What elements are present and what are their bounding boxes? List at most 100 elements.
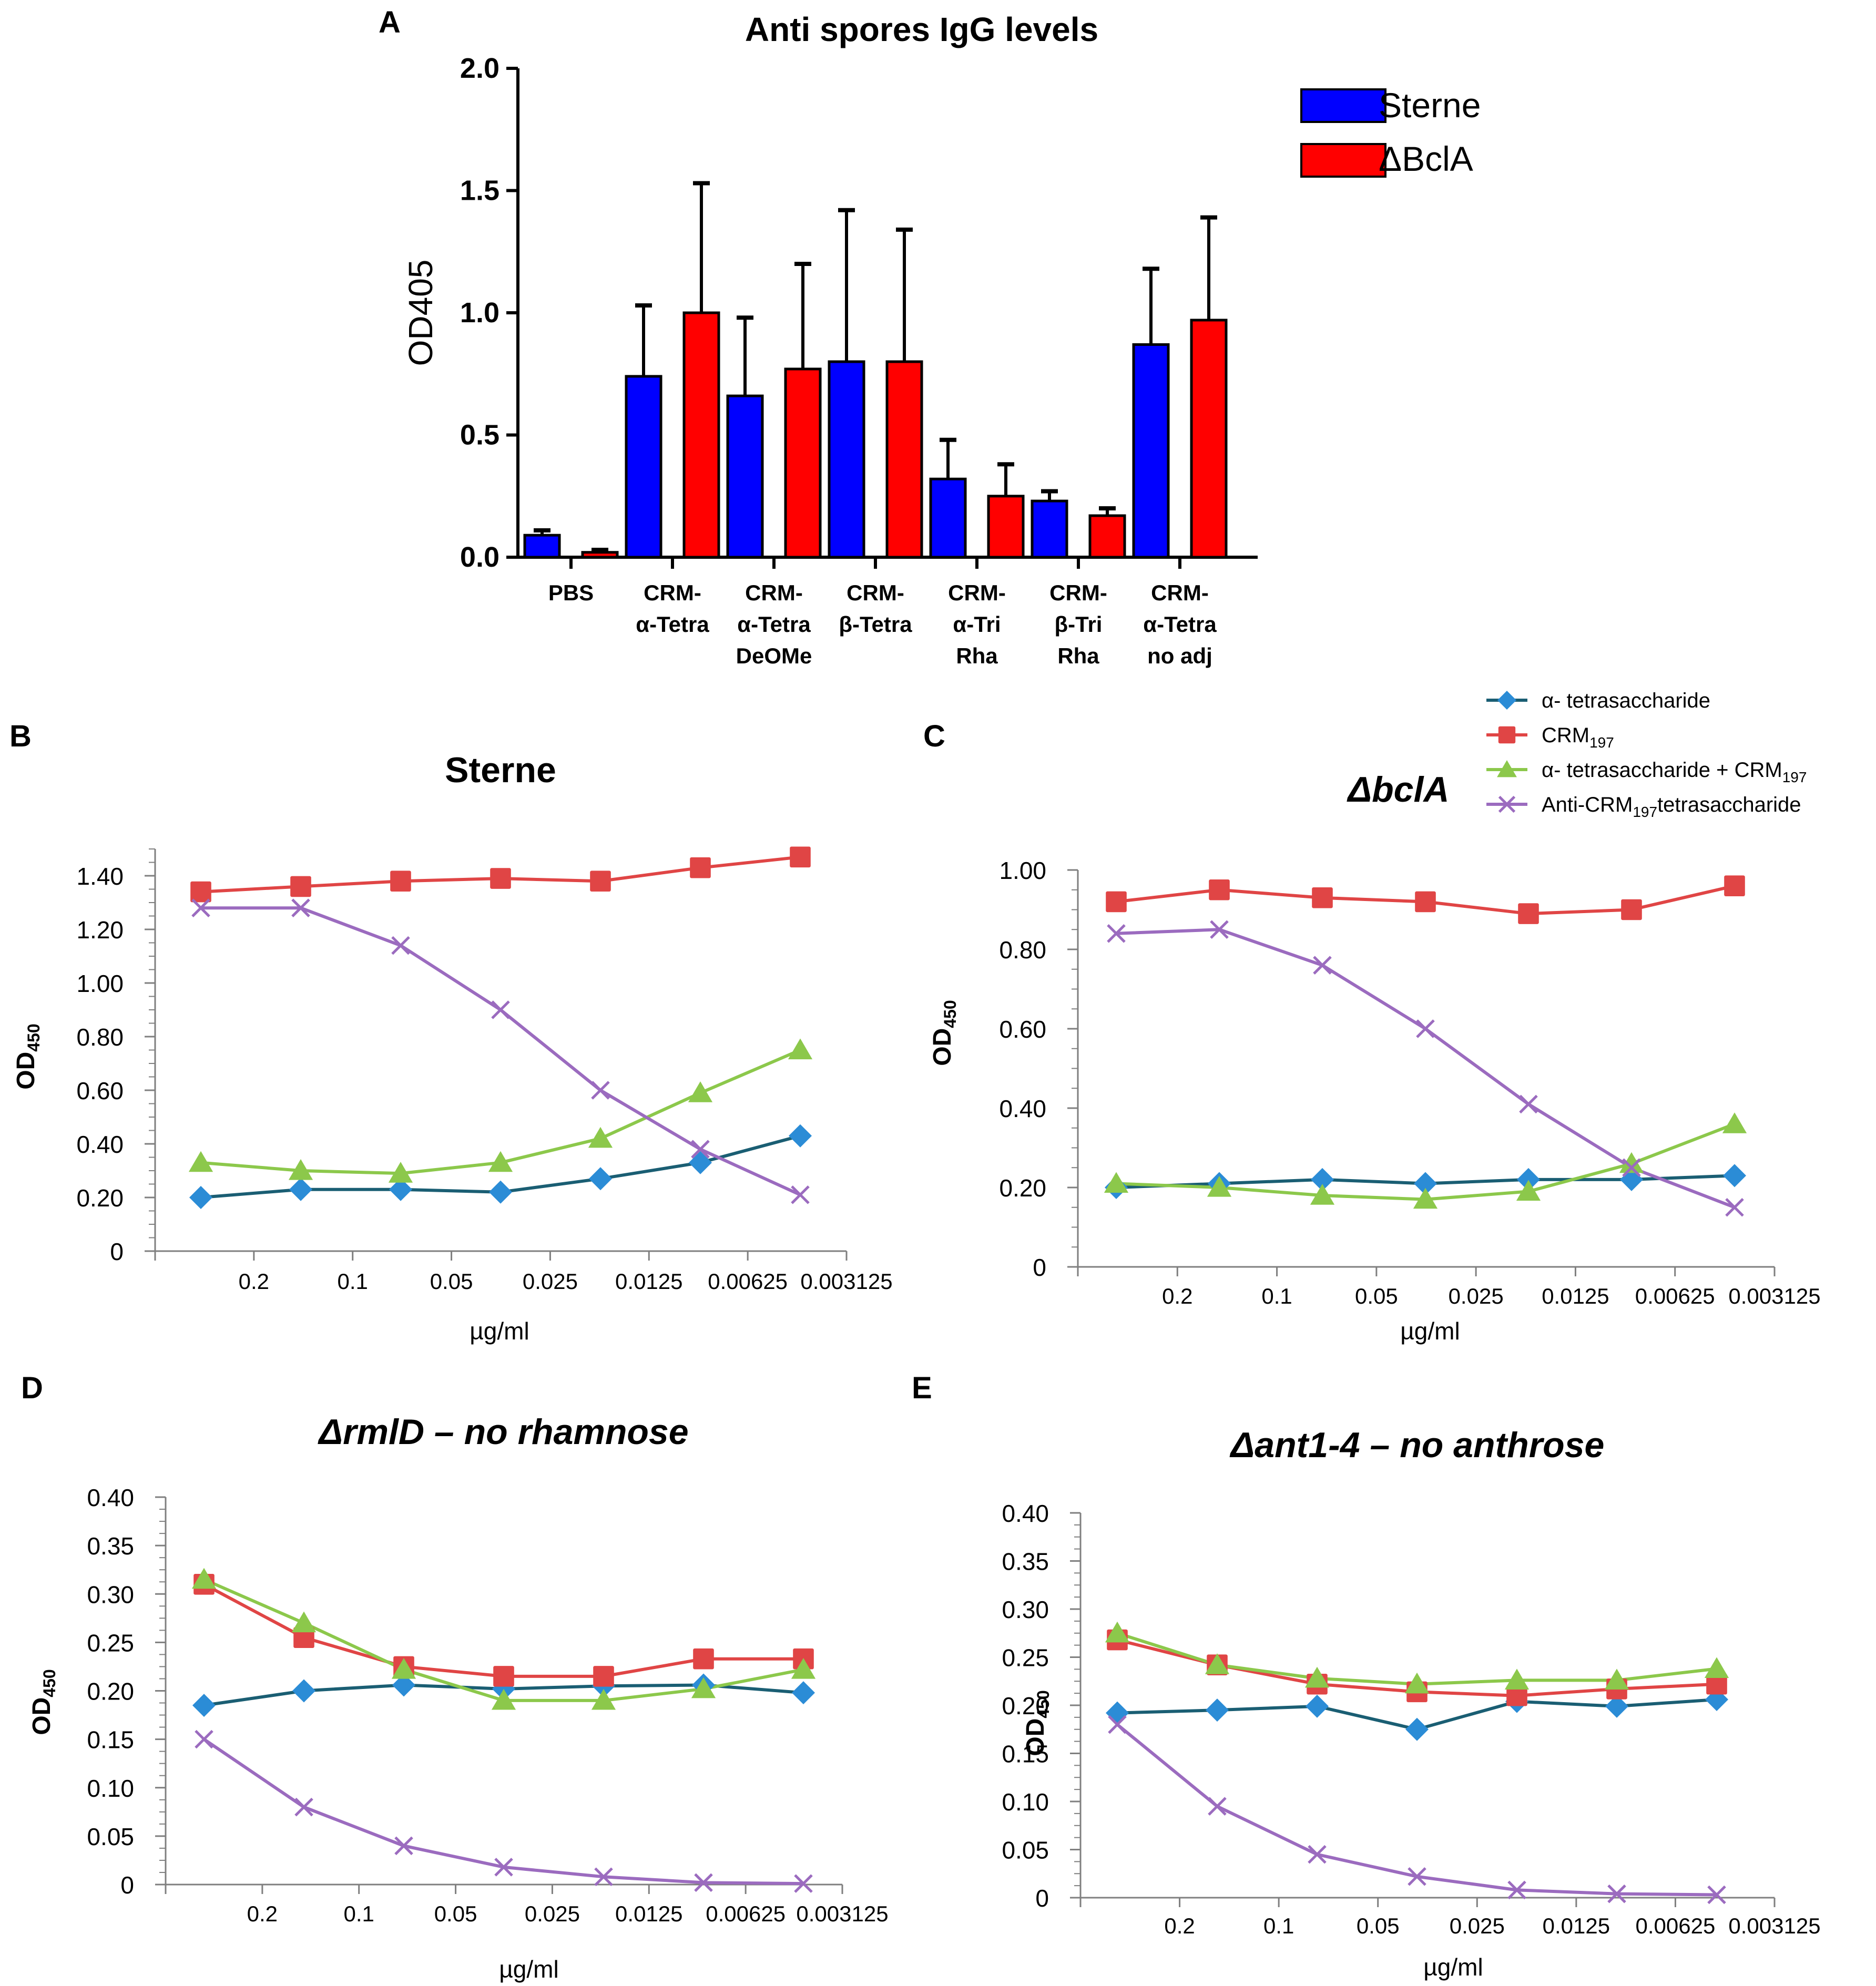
y-tick-label: 0.80 <box>76 1023 124 1051</box>
x-tick-label: 0.1 <box>338 1269 368 1294</box>
data-point-x <box>1707 1885 1726 1905</box>
data-point-x <box>191 898 210 917</box>
data-point-x <box>591 1081 610 1100</box>
y-tick-label: 2.0 <box>460 53 499 84</box>
data-point-diamond <box>292 1679 315 1703</box>
data-point-triangle <box>1604 1668 1629 1690</box>
data-point-square <box>690 857 711 878</box>
legend-label: α- tetrasaccharide <box>1542 689 1710 712</box>
panel-letter-e: E <box>912 1371 932 1405</box>
x-category-label: no adj <box>1147 643 1212 668</box>
data-point-x <box>195 1729 213 1749</box>
data-point-triangle <box>388 1162 413 1183</box>
x-category-label: β-Tri <box>1055 612 1103 637</box>
x-category-label: PBS <box>548 580 594 605</box>
data-point-x <box>1622 1158 1641 1178</box>
legend-label: Anti-CRM197tetrasaccharide <box>1542 793 1801 820</box>
x-category-label: Rha <box>956 643 998 668</box>
x-category-label: CRM- <box>1151 580 1209 605</box>
x-axis-label: µg/ml <box>499 1956 558 1983</box>
bar-Sterne <box>929 477 967 559</box>
data-point-triangle <box>1504 1668 1530 1690</box>
y-tick-label: 0.0 <box>460 541 499 573</box>
data-point-square <box>290 876 311 897</box>
data-point-square <box>1415 891 1436 913</box>
data-point-triangle <box>291 1611 317 1633</box>
x-category-label: Rha <box>1057 643 1099 668</box>
legend-diamond-icon <box>1497 691 1516 710</box>
line-chart-legend: α- tetrasaccharide CRM197 α- tetrasacchari… <box>1486 689 1807 820</box>
panel-letter-b: B <box>9 719 32 753</box>
y-tick-label: 0.05 <box>87 1823 134 1850</box>
x-tick-label: 0.05 <box>1355 1284 1398 1308</box>
data-point-x <box>294 1797 313 1817</box>
y-tick-label: 0.10 <box>1002 1788 1049 1816</box>
x-tick-label: 0.1 <box>344 1901 374 1926</box>
legend-label-bcla: ΔBclA <box>1379 139 1473 178</box>
panel-d-line-chart: 0 0.05 0.10 0.15 0.20 0.25 0.30 0.35 0.40 0.2 0.1 0… <box>28 1412 889 1983</box>
data-point-triangle <box>791 1657 816 1679</box>
y-tick-label: 1.00 <box>999 857 1046 884</box>
data-point-square <box>293 1627 314 1648</box>
bar-Sterne <box>625 375 662 559</box>
data-point-triangle <box>1704 1657 1729 1678</box>
panel-a-ylabel: OD405 <box>402 260 440 366</box>
data-point-square <box>1106 891 1127 913</box>
data-point-triangle <box>1413 1187 1438 1209</box>
y-tick-label: 0.80 <box>999 936 1046 964</box>
x-tick-label: 0.025 <box>1450 1913 1505 1938</box>
x-tick-label: 0.003125 <box>800 1269 892 1294</box>
x-tick-label: 0.0125 <box>615 1901 682 1926</box>
panel-a-title: Anti spores IgG levels <box>745 11 1098 48</box>
x-category-label: α-Tetra <box>737 612 811 637</box>
data-point-square <box>1506 1685 1527 1706</box>
data-point-x <box>1519 1094 1538 1114</box>
y-tick-label: 0.30 <box>87 1581 134 1608</box>
y-axis-label: OD450 <box>1022 1690 1053 1756</box>
data-point-square <box>593 1666 614 1687</box>
data-point-diamond <box>1605 1694 1628 1718</box>
x-tick-label: 0.00625 <box>708 1269 788 1294</box>
data-point-diamond <box>1106 1701 1129 1725</box>
x-category-label: α-Tetra <box>1143 612 1217 637</box>
data-point-diamond <box>792 1681 815 1705</box>
data-point-square <box>1621 899 1642 920</box>
bar-Sterne <box>1031 499 1068 559</box>
panel-a-legend: Sterne ΔBclA <box>1300 86 1481 178</box>
legend-square-icon <box>1498 726 1516 744</box>
data-point-triangle <box>191 1568 217 1589</box>
panel-letter-a: A <box>379 5 401 39</box>
y-tick-label: 0.15 <box>87 1726 134 1754</box>
data-point-triangle <box>1207 1176 1232 1197</box>
x-tick-label: 0.00625 <box>1636 1913 1716 1938</box>
bar-ΔBclA <box>987 495 1025 559</box>
data-point-x <box>491 1000 510 1019</box>
panel-b-line-chart: 0 0.20 0.40 0.60 0.80 1.00 1.20 1.40 0.2 0.1 0.05 0… <box>12 750 893 1345</box>
data-point-square <box>590 871 611 892</box>
x-tick-label: 0.05 <box>434 1901 477 1926</box>
data-point-x <box>1416 1019 1435 1038</box>
x-category-label: α-Tetra <box>636 612 709 637</box>
data-point-diamond <box>192 1694 216 1717</box>
data-point-triangle <box>591 1688 616 1710</box>
x-tick-label: 0.00625 <box>1635 1284 1715 1308</box>
y-tick-label: 0 <box>1035 1885 1049 1912</box>
x-category-label: CRM- <box>948 580 1006 605</box>
x-tick-label: 0.025 <box>525 1901 580 1926</box>
data-point-diamond <box>789 1124 812 1148</box>
x-tick-label: 0.05 <box>430 1269 473 1294</box>
y-tick-label: 0.35 <box>1002 1548 1049 1575</box>
data-point-diamond <box>589 1167 612 1191</box>
y-tick-label: 0.20 <box>87 1678 134 1705</box>
y-tick-label: 0.05 <box>1002 1837 1049 1864</box>
bar-ΔBclA <box>1190 319 1228 559</box>
data-point-diamond <box>389 1178 412 1201</box>
data-point-x <box>694 1873 713 1892</box>
bar-ΔBclA <box>1088 514 1126 559</box>
data-point-diamond <box>1405 1717 1429 1741</box>
data-point-square <box>1312 887 1333 908</box>
data-point-x <box>691 1140 710 1159</box>
x-category-label: DeOMe <box>736 643 812 668</box>
x-category-label: CRM- <box>745 580 803 605</box>
